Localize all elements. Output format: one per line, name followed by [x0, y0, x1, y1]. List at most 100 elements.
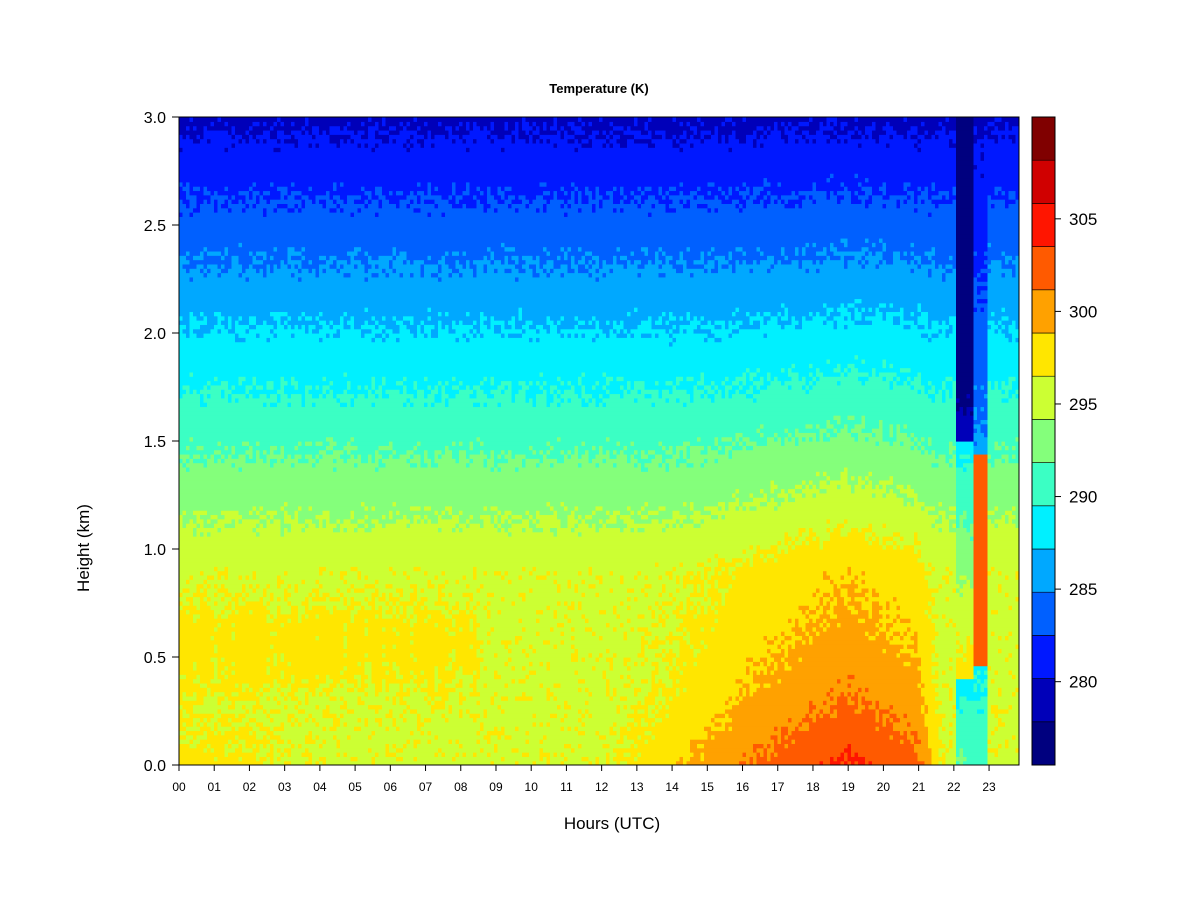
heatmap-cell [277, 760, 282, 765]
heatmap-cell [252, 531, 257, 537]
heatmap-cell [210, 380, 215, 386]
heatmap-cell [252, 307, 257, 312]
heatmap-cell [277, 173, 282, 179]
heatmap-cell [284, 492, 289, 498]
heatmap-cell [252, 739, 257, 744]
heatmap-cell [179, 549, 184, 554]
heatmap-cell [238, 415, 243, 420]
heatmap-cell [242, 186, 247, 192]
heatmap-cell [189, 756, 194, 762]
heatmap-cell [186, 410, 191, 416]
heatmap-cell [280, 376, 285, 382]
heatmap-cell [217, 259, 222, 265]
heatmap-cell [221, 207, 226, 213]
heatmap-cell [210, 393, 215, 399]
heatmap-cell [207, 190, 212, 196]
heatmap-cell [228, 125, 233, 131]
heatmap-cell [221, 622, 226, 628]
heatmap-cell [179, 358, 184, 364]
heatmap-cell [189, 691, 194, 697]
heatmap-cell [221, 428, 226, 433]
heatmap-cell [231, 350, 236, 356]
heatmap-cell [228, 592, 233, 598]
heatmap-cell [277, 121, 282, 127]
heatmap-cell [200, 337, 205, 343]
heatmap-cell [182, 682, 187, 688]
heatmap-cell [263, 380, 268, 386]
heatmap-cell [294, 747, 299, 753]
heatmap-cell [182, 410, 187, 416]
heatmap-cell [228, 225, 233, 230]
heatmap-cell [259, 553, 264, 559]
heatmap-cell [217, 609, 222, 615]
heatmap-cell [273, 216, 278, 222]
heatmap-cell [221, 432, 226, 438]
heatmap-cell [256, 406, 261, 412]
heatmap-cell [266, 695, 271, 701]
heatmap-cell [196, 134, 201, 140]
heatmap-cell [249, 406, 254, 412]
heatmap-cell [182, 233, 187, 239]
heatmap-cell [210, 730, 215, 736]
heatmap-cell [284, 242, 289, 248]
heatmap-cell [235, 756, 240, 762]
heatmap-cell [235, 190, 240, 196]
heatmap-cell [179, 717, 184, 723]
heatmap-cell [238, 358, 243, 364]
heatmap-cell [207, 458, 212, 464]
heatmap-cell [189, 294, 194, 300]
heatmap-cell [291, 644, 296, 649]
heatmap-cell [263, 739, 268, 744]
heatmap-cell [277, 324, 282, 330]
heatmap-cell [224, 363, 229, 369]
heatmap-cell [256, 475, 261, 481]
heatmap-cell [291, 121, 296, 127]
heatmap-cell [256, 129, 261, 135]
heatmap-cell [266, 125, 271, 131]
heatmap-cell [284, 501, 289, 507]
heatmap-cell [256, 190, 261, 196]
heatmap-cell [277, 462, 282, 468]
heatmap-cell [277, 341, 282, 347]
heatmap-cell [270, 708, 275, 714]
heatmap-cell [266, 441, 271, 446]
heatmap-cell [270, 691, 275, 697]
heatmap-cell [245, 488, 250, 494]
heatmap-cell [277, 613, 282, 619]
heatmap-cell [189, 579, 194, 585]
heatmap-cell [238, 151, 243, 157]
heatmap-cell [200, 691, 205, 697]
heatmap-cell [182, 436, 187, 442]
heatmap-cell [186, 177, 191, 183]
heatmap-cell [193, 380, 198, 386]
heatmap-cell [207, 510, 212, 516]
heatmap-cell [207, 605, 212, 611]
heatmap-cell [186, 302, 191, 308]
heatmap-cell [221, 402, 226, 408]
heatmap-cell [238, 756, 243, 762]
heatmap-cell [189, 168, 194, 174]
heatmap-cell [189, 661, 194, 667]
heatmap-cell [245, 596, 250, 602]
heatmap-cell [287, 285, 292, 291]
heatmap-cell [266, 721, 271, 727]
heatmap-cell [196, 428, 201, 433]
heatmap-cell [284, 415, 289, 420]
heatmap-cell [203, 622, 208, 628]
heatmap-cell [291, 341, 296, 347]
heatmap-cell [186, 147, 191, 153]
heatmap-cell [252, 324, 257, 330]
heatmap-cell [270, 358, 275, 364]
heatmap-cell [263, 583, 268, 589]
heatmap-cell [284, 687, 289, 693]
heatmap-cell [203, 505, 208, 511]
heatmap-cell [259, 609, 264, 615]
heatmap-cell [196, 713, 201, 719]
heatmap-cell [259, 497, 264, 503]
heatmap-cell [214, 164, 219, 170]
heatmap-cell [182, 652, 187, 658]
heatmap-cell [263, 678, 268, 684]
heatmap-cell [193, 129, 198, 135]
heatmap-cell [228, 432, 233, 438]
heatmap-cell [270, 713, 275, 719]
